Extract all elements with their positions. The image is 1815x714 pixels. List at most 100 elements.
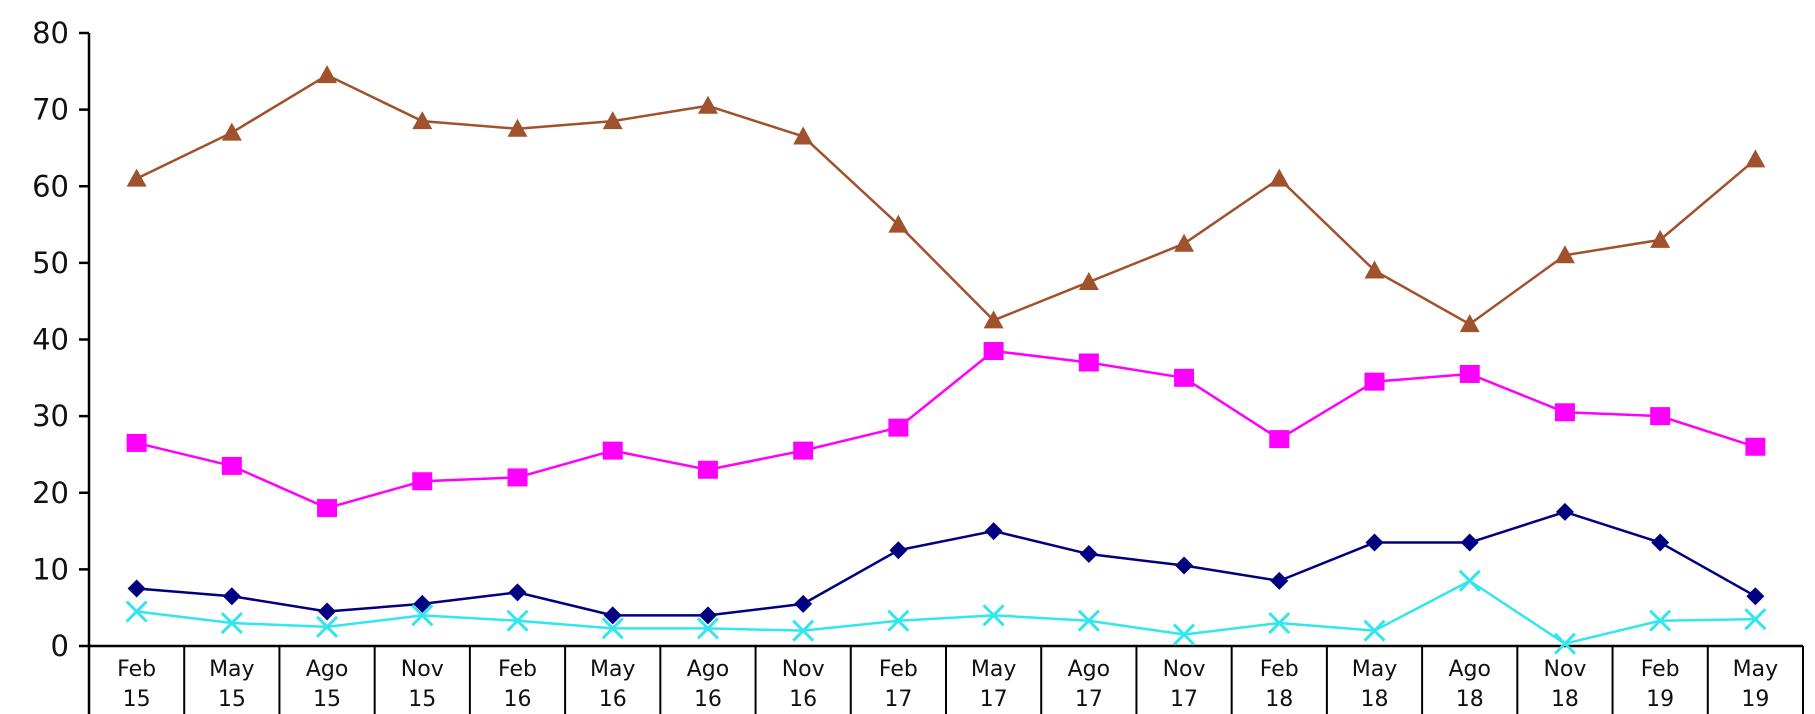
data-point: [1555, 502, 1574, 521]
data-point: [507, 468, 528, 487]
data-point: [1458, 569, 1481, 592]
data-point: [507, 118, 528, 137]
data-point: [1174, 233, 1195, 252]
data-point: [1365, 533, 1384, 552]
data-point: [506, 609, 529, 632]
data-point: [983, 341, 1004, 360]
data-point: [1745, 149, 1766, 168]
series-0-line: [136, 73, 1757, 326]
data-point: [413, 594, 432, 613]
data-point: [412, 472, 433, 491]
series-1: [126, 341, 1766, 518]
data-point: [221, 122, 242, 141]
x-tick-label-year: 15: [123, 687, 151, 712]
x-tick-label-month: May: [971, 657, 1016, 682]
series-0: [126, 65, 1766, 333]
x-tick-label-month: Feb: [879, 657, 918, 682]
data-point: [1554, 403, 1575, 422]
data-point: [1744, 608, 1767, 631]
x-tick-label-year: 19: [1741, 687, 1769, 712]
y-tick-label: 80: [32, 16, 69, 50]
data-point: [1363, 619, 1386, 642]
data-point: [793, 441, 814, 460]
x-tick-label-year: 18: [1361, 687, 1389, 712]
data-point: [220, 611, 243, 635]
data-point: [1079, 545, 1098, 564]
x-tick-label-month: Nov: [401, 657, 444, 682]
data-point: [602, 111, 623, 130]
data-point: [1649, 609, 1672, 632]
x-tick-label-year: 17: [980, 687, 1008, 712]
y-tick-label: 30: [32, 399, 69, 433]
data-point: [127, 579, 146, 598]
x-tick-label-month: May: [1352, 657, 1397, 682]
data-point: [126, 168, 147, 187]
x-tick-label-month: Ago: [1448, 657, 1490, 682]
y-tick-label: 50: [32, 246, 69, 280]
series-3-line: [136, 579, 1756, 645]
x-tick-label-month: May: [590, 657, 635, 682]
x-tick-label-year: 16: [789, 687, 817, 712]
y-axis: 0 10 20 30 40 50 60 70 80: [32, 16, 91, 714]
data-point: [1078, 353, 1099, 372]
y-tick-label: 40: [32, 323, 69, 357]
data-point: [697, 460, 718, 479]
data-point: [792, 619, 815, 642]
data-point: [222, 587, 241, 606]
y-tick-label: 70: [32, 93, 69, 127]
data-point: [888, 214, 909, 233]
series-3: [125, 569, 1767, 655]
data-point: [1175, 556, 1194, 575]
x-tick-label-year: 18: [1456, 687, 1484, 712]
data-point: [1553, 632, 1577, 655]
x-tick-label-year: 15: [408, 687, 436, 712]
data-point: [603, 606, 622, 625]
x-tick-label-month: May: [1733, 657, 1778, 682]
series-1-line: [136, 349, 1756, 510]
data-point: [317, 499, 338, 518]
x-tick-label-year: 18: [1265, 687, 1293, 712]
data-point: [888, 418, 909, 437]
data-point: [793, 126, 814, 145]
data-point: [1745, 437, 1766, 456]
data-point: [1746, 587, 1765, 606]
x-tick-label-year: 18: [1551, 687, 1579, 712]
x-tick-label-month: Feb: [117, 657, 156, 682]
data-point: [697, 95, 718, 114]
data-point: [411, 604, 434, 627]
y-tick-label: 60: [32, 169, 69, 203]
data-point: [315, 615, 339, 638]
x-tick-label-month: Ago: [1068, 657, 1110, 682]
x-tick-label-month: Feb: [1641, 657, 1680, 682]
x-tick-label-year: 15: [218, 687, 246, 712]
data-point: [1269, 430, 1290, 449]
x-tick-label-year: 16: [599, 687, 627, 712]
x-tick-label-year: 17: [1075, 687, 1103, 712]
data-point: [508, 583, 527, 602]
data-point: [889, 541, 908, 560]
data-point: [412, 111, 433, 130]
data-point: [1269, 168, 1290, 187]
data-point: [1174, 368, 1195, 387]
data-point: [983, 310, 1004, 329]
x-tick-label-year: 17: [884, 687, 912, 712]
y-tick-label: 10: [32, 552, 69, 586]
x-tick-label-year: 15: [313, 687, 341, 712]
data-point: [1077, 609, 1100, 632]
data-point: [1554, 245, 1575, 264]
data-point: [317, 65, 338, 84]
data-point: [221, 456, 242, 475]
x-tick-label-month: Ago: [687, 657, 729, 682]
data-point: [1268, 611, 1291, 635]
series-2: [127, 502, 1765, 625]
data-point: [602, 441, 623, 460]
x-tick-label-month: Feb: [498, 657, 537, 682]
x-tick-label-year: 19: [1646, 687, 1674, 712]
data-point: [126, 433, 147, 452]
data-point: [318, 602, 337, 621]
y-tick-label: 0: [51, 629, 69, 663]
data-point: [1459, 314, 1480, 333]
data-point: [696, 617, 720, 640]
x-tick-label-month: Nov: [782, 657, 825, 682]
